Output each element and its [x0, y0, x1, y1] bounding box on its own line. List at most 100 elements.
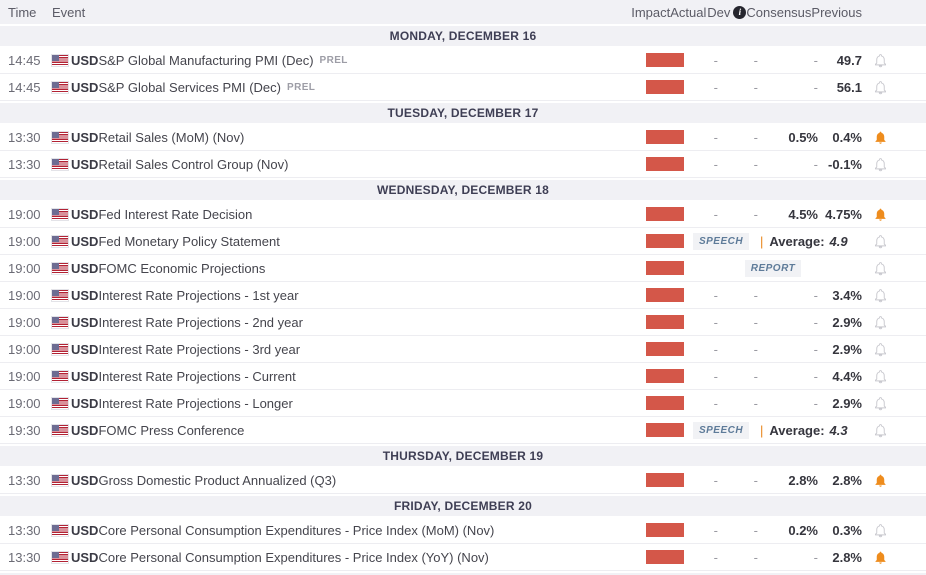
bell-cell [862, 423, 898, 438]
event-row[interactable]: 13:30 USD Retail Sales Control Group (Nov)… [0, 151, 926, 178]
event-link[interactable]: S&P Global Manufacturing PMI (Dec) [98, 52, 314, 68]
impact-cell [646, 157, 684, 171]
impact-cell [646, 523, 684, 537]
col-header-dev: Dev i [706, 5, 747, 20]
consensus-value: 2.8% [788, 472, 818, 488]
event-currency: USD [71, 52, 99, 68]
info-icon[interactable]: i [733, 5, 747, 19]
event-link[interactable]: Interest Rate Projections - Longer [98, 395, 293, 411]
actual-value: - [713, 79, 718, 95]
deviation-value: - [753, 549, 758, 565]
consensus-value: - [813, 395, 818, 411]
us-flag-icon [51, 261, 69, 275]
event-row[interactable]: 19:00 USD Fed Interest Rate Decision - - 4.5%… [0, 201, 926, 228]
impact-high-bar [646, 396, 684, 410]
us-flag-icon [51, 53, 69, 67]
event-row[interactable]: 19:00 USD Interest Rate Projections - Long… [0, 390, 926, 417]
impact-high-bar [646, 342, 684, 356]
reminder-bell-icon[interactable] [873, 315, 888, 330]
event-row[interactable]: 14:45 USD S&P Global Manufacturing PMI (De… [0, 47, 926, 74]
speech-badge: SPEECH [692, 421, 750, 439]
impact-cell [646, 473, 684, 487]
reminder-bell-icon[interactable] [873, 396, 888, 411]
consensus-value: - [813, 52, 818, 68]
event-link[interactable]: Fed Monetary Policy Statement [98, 233, 280, 249]
us-flag-icon [51, 130, 69, 144]
impact-cell [646, 207, 684, 221]
event-row[interactable]: 19:00 USD Fed Monetary Policy Statement SPE… [0, 228, 926, 255]
flag-cell [51, 523, 71, 537]
reminder-bell-icon[interactable] [873, 234, 888, 249]
event-row[interactable]: 19:00 USD Interest Rate Projections - 2nd … [0, 309, 926, 336]
reminder-bell-icon[interactable] [873, 423, 888, 438]
event-time: 19:00 [8, 287, 41, 303]
event-currency: USD [71, 314, 99, 330]
event-row[interactable]: 19:00 USD Interest Rate Projections - 1st … [0, 282, 926, 309]
impact-high-bar [646, 207, 684, 221]
impact-cell [646, 550, 684, 564]
event-link[interactable]: Interest Rate Projections - 3rd year [98, 341, 301, 357]
event-row[interactable]: 13:30 USD Retail Sales (MoM) (Nov) - - 0.5% 0.… [0, 124, 926, 151]
us-flag-icon [51, 207, 69, 221]
event-link[interactable]: Gross Domestic Product Annualized (Q3) [98, 472, 337, 488]
event-link[interactable]: Fed Interest Rate Decision [98, 206, 253, 222]
consensus-value: - [813, 314, 818, 330]
event-row[interactable]: 19:00 USD FOMC Economic Projections REPORT [0, 255, 926, 282]
reminder-bell-icon[interactable] [873, 550, 888, 565]
event-time: 19:00 [8, 260, 41, 276]
event-row[interactable]: 14:45 USD S&P Global Services PMI (Dec) PRE… [0, 74, 926, 101]
event-currency: USD [71, 522, 99, 538]
reminder-bell-icon[interactable] [873, 53, 888, 68]
actual-value: - [713, 129, 718, 145]
event-name-cell: Interest Rate Projections - 2nd year [98, 315, 646, 330]
actual-value: - [713, 549, 718, 565]
event-row[interactable]: 19:00 USD Interest Rate Projections - 3rd … [0, 336, 926, 363]
event-row[interactable]: 13:30 USD Core Personal Consumption Expend… [0, 517, 926, 544]
reminder-bell-icon[interactable] [873, 130, 888, 145]
event-time: 14:45 [8, 52, 41, 68]
event-link[interactable]: Retail Sales (MoM) (Nov) [98, 129, 245, 145]
event-time: 19:00 [8, 314, 41, 330]
reminder-bell-icon[interactable] [873, 342, 888, 357]
reminder-bell-icon[interactable] [873, 369, 888, 384]
reminder-bell-icon[interactable] [873, 473, 888, 488]
event-link[interactable]: Interest Rate Projections - Current [98, 368, 296, 384]
event-link[interactable]: FOMC Economic Projections [98, 260, 266, 276]
event-name-cell: FOMC Press Conference [98, 423, 646, 438]
reminder-bell-icon[interactable] [873, 80, 888, 95]
bell-cell [862, 396, 898, 411]
pipe-separator: | [760, 233, 764, 249]
event-row[interactable]: 19:30 USD FOMC Press Conference SPEECH | Aver… [0, 417, 926, 444]
us-flag-icon [51, 396, 69, 410]
flag-cell [51, 261, 71, 275]
col-header-impact: Impact [631, 4, 671, 20]
event-link[interactable]: Interest Rate Projections - 1st year [98, 287, 299, 303]
average-value: 4.3 [829, 422, 848, 438]
deviation-value: - [753, 522, 758, 538]
consensus-value: - [813, 549, 818, 565]
event-currency: USD [71, 422, 99, 438]
reminder-bell-icon[interactable] [873, 157, 888, 172]
event-row[interactable]: 19:00 USD Interest Rate Projections - Curr… [0, 363, 926, 390]
us-flag-icon [51, 288, 69, 302]
flag-cell [51, 369, 71, 383]
impact-high-bar [646, 315, 684, 329]
event-link[interactable]: Core Personal Consumption Expenditures -… [98, 522, 495, 538]
event-row[interactable]: 13:30 USD Core Personal Consumption Expend… [0, 544, 926, 571]
impact-high-bar [646, 288, 684, 302]
event-name-cell: Interest Rate Projections - 1st year [98, 288, 646, 303]
actual-value: - [713, 341, 718, 357]
event-row[interactable]: 13:30 USD Gross Domestic Product Annualize… [0, 467, 926, 494]
event-link[interactable]: Interest Rate Projections - 2nd year [98, 314, 303, 330]
event-link[interactable]: Core Personal Consumption Expenditures -… [98, 549, 489, 565]
reminder-bell-icon[interactable] [873, 523, 888, 538]
reminder-bell-icon[interactable] [873, 261, 888, 276]
event-link[interactable]: S&P Global Services PMI (Dec) [98, 79, 281, 95]
impact-cell [646, 234, 684, 248]
bell-cell [862, 261, 898, 276]
event-link[interactable]: FOMC Press Conference [98, 422, 245, 438]
reminder-bell-icon[interactable] [873, 288, 888, 303]
bell-cell [862, 523, 898, 538]
event-link[interactable]: Retail Sales Control Group (Nov) [98, 156, 289, 172]
reminder-bell-icon[interactable] [873, 207, 888, 222]
